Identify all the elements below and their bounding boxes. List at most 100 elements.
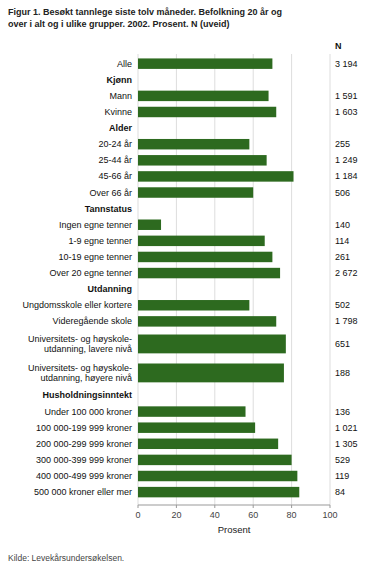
label-line: 1-9 egne tenner — [68, 236, 132, 246]
tick-label: 100 — [322, 510, 337, 520]
bar — [138, 187, 253, 197]
category-label: 1-9 egne tenner — [68, 236, 132, 246]
n-label: 1 184 — [335, 171, 358, 181]
label-line: 400 000-499 999 kroner — [36, 471, 132, 481]
category-label: Universitets- og høyskole-utdanning, høy… — [28, 363, 132, 384]
category-label: Ungdomsskole eller kortere — [22, 300, 132, 310]
n-label: 119 — [335, 471, 349, 481]
category-label: 100 000-199 999 kroner — [36, 423, 132, 433]
tick-label: 80 — [287, 510, 297, 520]
grid-line — [330, 54, 331, 505]
bar — [138, 487, 299, 497]
label-line: 20-24 år — [98, 139, 132, 149]
category-label: 300 000-399 999 kroner — [36, 455, 132, 465]
n-label: 529 — [335, 455, 350, 465]
chart: Figur 1. Besøkt tannlege siste tolv måne… — [0, 0, 372, 571]
label-line: Kvinne — [104, 107, 132, 117]
category-label: 20-24 år — [98, 139, 132, 149]
category-label: Kvinne — [104, 107, 132, 117]
group-label: Utdanning — [88, 284, 133, 294]
label-line: Alder — [109, 123, 133, 133]
x-axis-label: Prosent — [218, 524, 251, 535]
bar — [138, 220, 161, 230]
grid — [138, 54, 330, 505]
n-label: 114 — [335, 236, 349, 246]
bar — [138, 471, 297, 481]
title: Figur 1. Besøkt tannlege siste tolv måne… — [8, 7, 282, 29]
label-line: Alle — [117, 59, 132, 69]
category-label: Over 66 år — [89, 188, 132, 198]
label-line: Mann — [109, 91, 132, 101]
label-line: utdanning, høyere nivå — [40, 373, 132, 383]
label-line: 100 000-199 999 kroner — [36, 423, 132, 433]
bar — [138, 58, 272, 68]
category-label: 500 000 kroner eller mer — [34, 487, 132, 497]
bar — [138, 155, 267, 165]
category-label: 45-66 år — [98, 171, 132, 181]
label-line: Over 20 egne tenner — [49, 268, 132, 278]
label-line: utdanning, lavere nivå — [44, 344, 132, 354]
bar — [138, 335, 286, 354]
category-label: Mann — [109, 91, 132, 101]
bar — [138, 171, 294, 181]
bar — [138, 91, 269, 101]
n-label: 1 021 — [335, 423, 358, 433]
grid-line — [176, 54, 177, 505]
n-header: N — [335, 41, 342, 51]
tick-label: 20 — [171, 510, 181, 520]
source: Kilde: Levekårsundersøkelsen. — [8, 553, 124, 563]
n-label: 261 — [335, 252, 350, 262]
group-label: Husholdningsinntekt — [43, 390, 133, 400]
label-line: Under 100 000 kroner — [44, 407, 132, 417]
group-label: Alder — [109, 123, 133, 133]
category-label: 25-44 år — [98, 155, 132, 165]
category-label: Under 100 000 kroner — [44, 407, 132, 417]
n-label: 506 — [335, 188, 350, 198]
grid-line — [291, 54, 292, 505]
n-label: 2 672 — [335, 268, 358, 278]
n-label: 84 — [335, 487, 345, 497]
n-label: 1 249 — [335, 155, 358, 165]
n-label: 651 — [335, 339, 350, 349]
grid-line — [253, 54, 254, 505]
category-label: Alle — [117, 59, 132, 69]
label-line: Over 66 år — [89, 188, 132, 198]
n-label: 502 — [335, 300, 350, 310]
title-line: over i alt og i ulike grupper. 2002. Pro… — [8, 19, 230, 29]
category-label: Over 20 egne tenner — [49, 268, 132, 278]
n-label: 3 194 — [335, 59, 358, 69]
label-line: 500 000 kroner eller mer — [34, 487, 132, 497]
label-line: 10-19 egne tenner — [58, 252, 132, 262]
bars — [138, 58, 299, 497]
n-label: 1 798 — [335, 316, 358, 326]
bar — [138, 300, 249, 310]
n-label: 136 — [335, 407, 350, 417]
category-label: Ingen egne tenner — [59, 220, 132, 230]
bar — [138, 139, 249, 149]
category-label: 10-19 egne tenner — [58, 252, 132, 262]
bar — [138, 316, 276, 326]
label-line: Ungdomsskole eller kortere — [22, 300, 132, 310]
category-label: 200 000-299 999 kroner — [36, 439, 132, 449]
group-label: Tannstatus — [85, 204, 132, 214]
tick-label: 40 — [210, 510, 220, 520]
chart-container: Figur 1. Besøkt tannlege siste tolv måne… — [0, 0, 372, 571]
n-label: 1 603 — [335, 107, 358, 117]
bar — [138, 268, 280, 278]
category-label: Videregående skole — [53, 316, 132, 326]
label-line: Universitets- og høyskole- — [28, 363, 132, 373]
bar — [138, 439, 278, 449]
bar — [138, 107, 276, 117]
bar — [138, 422, 255, 432]
bar — [138, 252, 272, 262]
label-line: Utdanning — [88, 284, 133, 294]
n-label: 1 591 — [335, 91, 358, 101]
label-line: Tannstatus — [85, 204, 132, 214]
bar — [138, 455, 292, 465]
label-line: Ingen egne tenner — [59, 220, 132, 230]
n-label: 188 — [335, 368, 350, 378]
label-line: 200 000-299 999 kroner — [36, 439, 132, 449]
bar — [138, 236, 265, 246]
title-line: Figur 1. Besøkt tannlege siste tolv måne… — [8, 7, 282, 17]
label-line: Kjønn — [107, 75, 133, 85]
